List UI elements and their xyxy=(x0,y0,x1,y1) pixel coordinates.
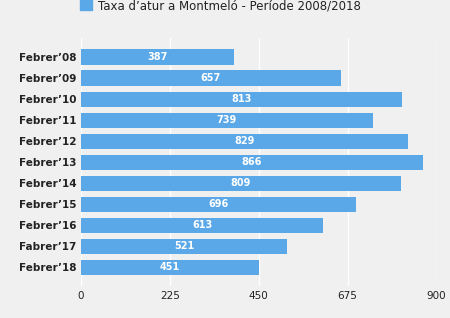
Text: 613: 613 xyxy=(192,220,212,230)
Text: 866: 866 xyxy=(242,157,262,167)
Bar xyxy=(81,197,356,212)
Text: 387: 387 xyxy=(147,52,167,62)
Bar xyxy=(81,218,323,233)
Text: 696: 696 xyxy=(208,199,229,209)
Bar xyxy=(81,155,423,170)
Legend: Taxa d’atur a Montmeló - Període 2008/2018: Taxa d’atur a Montmeló - Període 2008/20… xyxy=(80,0,360,12)
Text: 521: 521 xyxy=(174,241,194,251)
Text: 739: 739 xyxy=(217,115,237,125)
Bar xyxy=(81,71,341,86)
Bar xyxy=(81,49,234,65)
Bar xyxy=(81,92,402,107)
Text: 657: 657 xyxy=(201,73,221,83)
Bar xyxy=(81,239,287,254)
Bar xyxy=(81,260,259,275)
Text: 829: 829 xyxy=(234,136,255,146)
Text: 451: 451 xyxy=(160,262,180,272)
Bar xyxy=(81,176,400,191)
Bar xyxy=(81,113,373,128)
Bar xyxy=(81,134,409,149)
Text: 809: 809 xyxy=(230,178,251,188)
Text: 813: 813 xyxy=(231,94,252,104)
